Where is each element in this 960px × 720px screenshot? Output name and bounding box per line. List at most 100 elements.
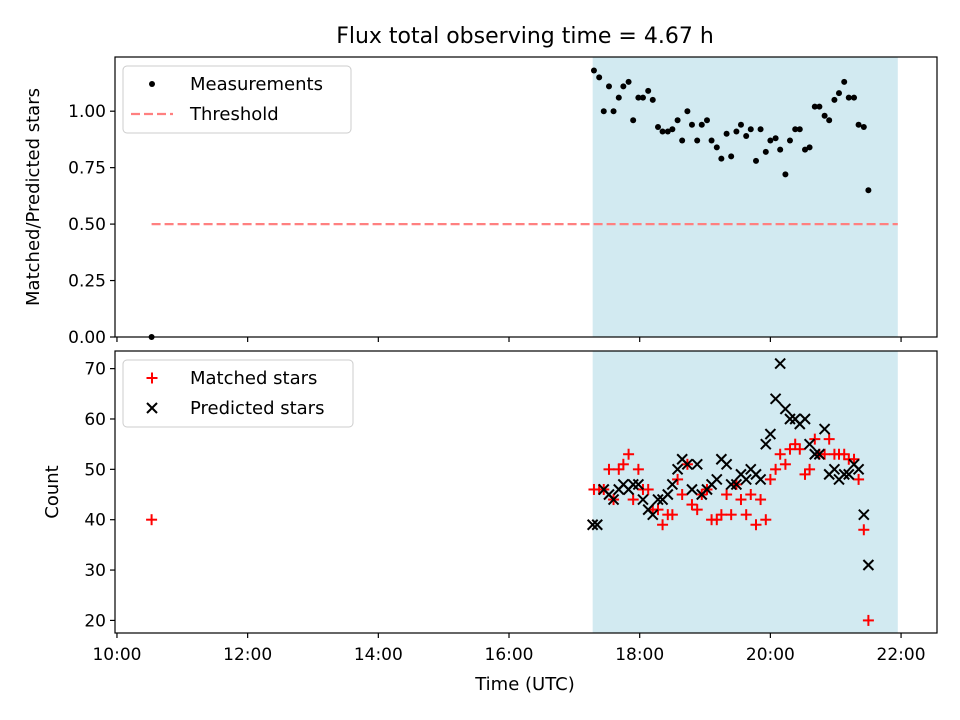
x-marker-b [591,519,603,531]
bottom-panel: 20 30 40 50 60 70 10:00 12:00 14:00 16:00 18:00 20:… [42,350,938,665]
measurement-point [777,146,784,153]
x-marker-b [681,458,694,471]
top-panel: 0.00 0.25 0.50 0.75 1.00 Matched/Predicted st… [23,56,938,348]
predicted-stars-point [671,463,684,476]
x-marker-b [691,458,703,471]
x-marker-b [627,478,639,491]
measurement-point [835,90,842,97]
x-marker-b [586,519,599,531]
predicted-stars-point [686,483,698,496]
legend-x-marker [146,402,158,414]
predicted-stars-point [681,458,694,471]
x-marker-b [813,448,826,460]
x-marker-b [852,463,865,476]
predicted-stars-point [754,473,767,486]
predicted-stars-point [818,423,831,435]
predicted-stars-point [809,448,821,460]
x-marker-b [799,413,811,425]
x-marker-b [843,468,855,481]
x-marker-b [809,448,821,460]
legend: Measurements Threshold [122,65,352,134]
x-marker-b [720,458,733,471]
x-tick-label: 14:00 [354,645,403,665]
measurement-point [674,117,681,124]
predicted-stars-point [779,403,792,415]
measurement-point [654,124,661,130]
matched-stars-point [672,473,684,485]
measurement-point [703,117,710,124]
measurement-point [757,126,764,133]
matched-stars-point [725,509,737,521]
figure-title: Flux total observing time = 4.67 h [336,24,714,49]
measurement-point [786,137,793,144]
measurement-point [855,121,862,128]
measurement-point [684,108,691,115]
measurement-point [860,124,867,130]
measurement-point [831,96,838,103]
x-marker-b [760,438,772,450]
matched-stars-point [853,473,865,485]
matched-stars-point [784,443,796,455]
x-marker-b [745,463,757,476]
predicted-stars-point [666,478,679,491]
measurement-point [811,103,818,110]
legend-label: Predicted stars [190,398,324,419]
measurement-point [762,148,769,155]
predicted-stars-point [627,478,639,491]
measurement-point [649,96,656,103]
x-marker-b [637,493,649,506]
predicted-stars-point [862,559,875,571]
matched-stars-point [804,463,816,475]
x-marker-b [838,468,850,481]
predicted-stars-point [803,438,816,450]
measurement-point [851,94,858,101]
x-tick-label: 22:00 [877,645,926,665]
measurement-point [865,187,872,194]
legend-label: Measurements [190,74,323,95]
x-axis-label: Time (UTC) [474,674,575,695]
predicted-stars-point [637,493,649,506]
matched-stars-point [819,448,831,460]
x-marker-b [686,483,698,496]
x-marker-b [676,453,688,465]
measurement-point [708,137,715,144]
x-marker-b [740,473,752,486]
x-marker-b [617,478,630,491]
measurement-point [772,135,779,142]
measurement-point [688,121,695,128]
matched-stars-point [146,514,158,526]
predicted-stars-point [586,519,599,531]
legend-box [122,359,354,428]
x-marker-b [607,493,620,506]
x-tick-label: 10:00 [92,645,141,665]
x-tick-label: 20:00 [746,645,795,665]
y-axis-label: Count [42,465,63,518]
predicted-stars-point [740,473,752,486]
x-tick-label: 16:00 [485,645,534,665]
predicted-stars-point [662,488,674,501]
measurement-point [645,87,652,94]
matched-stars-point [750,519,762,531]
matched-stars-point [657,519,669,531]
measurement-point [679,137,686,144]
matched-stars-point [809,433,821,445]
matched-stars-point [617,458,629,470]
measurement-point [605,83,612,90]
matched-stars-point [603,463,615,475]
legend: Matched stars Predicted stars [122,359,354,428]
predicted-stars-point [647,508,659,521]
predicted-stars-point [828,463,841,476]
measurement-point [615,94,622,101]
measurement-point [806,144,813,151]
predicted-stars-point [607,493,620,506]
x-marker-b [784,413,796,425]
matched-stars-point [779,458,791,470]
measurement-point [821,112,828,119]
matched-stars-point [745,489,757,501]
measurement-point [826,117,833,124]
x-marker-b [730,478,743,491]
matched-stars-point [623,448,635,460]
predicted-stars-point [725,478,737,491]
matched-stars-point [823,433,835,445]
x-marker-b [662,488,674,501]
